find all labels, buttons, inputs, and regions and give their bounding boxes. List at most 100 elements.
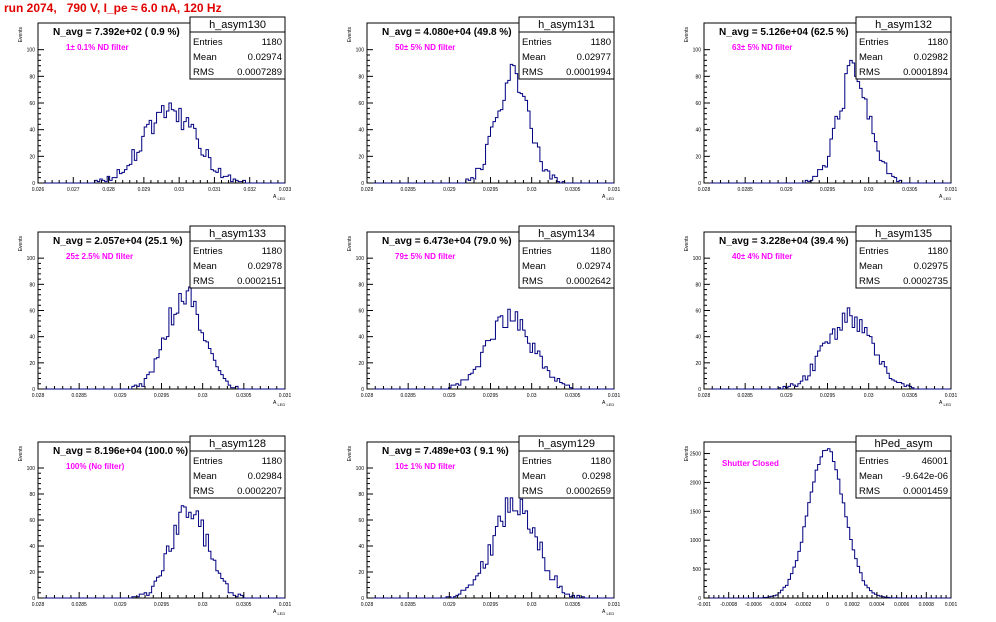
stats-box-frame (855, 16, 952, 80)
y-tick-label: 0 (32, 181, 35, 187)
x-tick-label: 0.028 (102, 187, 115, 193)
y-axis-title: Events (18, 446, 24, 462)
x-tick-label: 0.0305 (565, 602, 581, 608)
x-tick-label: 0.001 (945, 602, 958, 608)
filter-annotation: 63± 5% ND filter (732, 43, 792, 52)
x-tick-label: 0.0285 (738, 187, 754, 193)
x-tick-label: -0.001 (697, 602, 711, 608)
x-axis-title: A LED (273, 400, 285, 407)
filter-annotation: 25± 2.5% ND filter (66, 252, 133, 261)
x-tick-label: 0.0295 (483, 393, 499, 399)
histogram-line (38, 505, 285, 599)
y-tick-label: 100 (356, 48, 365, 54)
x-tick-label: 0.0295 (154, 602, 170, 608)
y-tick-label: 40 (358, 128, 364, 134)
x-tick-label: -0.0006 (745, 602, 762, 608)
stats-value: 1180 (591, 456, 611, 467)
x-axis-title-subscript: LED (276, 402, 285, 407)
x-tick-label: 0.0305 (565, 187, 581, 193)
y-tick-label: 20 (29, 154, 35, 160)
y-tick-label: 0 (361, 181, 364, 187)
y-tick-label: 20 (358, 361, 364, 367)
x-tick-label: 0.0295 (820, 393, 836, 399)
x-axis-title: A LED (939, 194, 951, 201)
stats-value: 1180 (928, 246, 948, 257)
histogram-line (704, 59, 951, 184)
x-axis-title-subscript: LED (605, 402, 614, 407)
x-tick-label: 0.029 (780, 393, 793, 399)
x-tick-label: 0.0305 (902, 187, 918, 193)
histogram-line (367, 63, 614, 184)
x-tick-label: 0.03 (527, 393, 537, 399)
x-axis-title-subscript: LED (276, 196, 285, 201)
stats-value: 0.02974 (577, 261, 611, 272)
y-tick-label: 80 (29, 492, 35, 498)
stats-value: 1180 (262, 246, 282, 257)
x-tick-label: 0.031 (279, 393, 292, 399)
stats-box: h_asym129 Entries 1180 Mean 0.0298 RMS 0.00026… (518, 435, 615, 499)
stats-key: RMS (193, 276, 214, 287)
x-tick-label: 0.029 (443, 187, 456, 193)
stats-box-frame (855, 225, 952, 289)
stats-key: Entries (193, 37, 223, 48)
y-tick-label: 60 (358, 101, 364, 107)
y-tick-label: 60 (695, 309, 701, 315)
x-tick-label: 0.031 (279, 602, 292, 608)
y-tick-label: 0 (698, 387, 701, 393)
x-tick-label: 0.0295 (154, 393, 170, 399)
stats-key: Entries (522, 246, 552, 257)
stats-key: Entries (859, 246, 889, 257)
stats-box-title: h_asym129 (538, 438, 595, 450)
stats-value: 0.02977 (577, 52, 611, 63)
x-tick-label: -0.0002 (794, 602, 811, 608)
n-avg-label: N_avg = 7.392e+02 ( 0.9 %) (53, 27, 180, 38)
y-tick-label: 60 (29, 518, 35, 524)
y-tick-label: 80 (695, 74, 701, 80)
x-tick-label: 0.028 (361, 602, 374, 608)
y-tick-label: 60 (29, 309, 35, 315)
stats-box: h_asym128 Entries 1180 Mean 0.02984 RMS 0.0002… (189, 435, 286, 499)
stats-box-title: h_asym131 (538, 19, 595, 31)
n-avg-label: N_avg = 6.473e+04 (79.0 %) (382, 236, 512, 247)
stats-box-frame (518, 225, 615, 289)
y-tick-label: 0 (361, 596, 364, 602)
histogram-line (38, 286, 285, 390)
x-tick-label: 0.0006 (894, 602, 910, 608)
histogram-line (704, 307, 951, 390)
y-tick-label: 0 (32, 596, 35, 602)
y-tick-label: 40 (358, 544, 364, 550)
stats-box-frame (189, 16, 286, 80)
stats-key: Mean (193, 471, 217, 482)
histogram-line (367, 497, 614, 599)
x-tick-label: 0.029 (780, 187, 793, 193)
stats-box-title: h_asym134 (538, 228, 595, 240)
stats-value: 1180 (262, 37, 282, 48)
x-axis-title-subscript: LED (942, 402, 951, 407)
stats-value: 0.0298 (582, 471, 611, 482)
y-tick-label: 0 (361, 387, 364, 393)
stats-box-title: h_asym133 (209, 228, 266, 240)
stats-key: Mean (859, 261, 883, 272)
filter-annotation: Shutter Closed (722, 459, 779, 468)
x-tick-label: 0.0285 (72, 393, 88, 399)
x-axis-title-subscript: LED (605, 196, 614, 201)
x-tick-label: 0.0004 (869, 602, 885, 608)
y-tick-label: 60 (358, 309, 364, 315)
stats-box-frame (518, 435, 615, 499)
stats-value: 0.0002642 (566, 276, 611, 287)
stats-key: Entries (522, 456, 552, 467)
y-tick-label: 100 (27, 466, 36, 472)
stats-value: 0.0001994 (566, 67, 611, 78)
x-axis-title: A LED (602, 194, 614, 201)
y-tick-label: 500 (693, 567, 702, 573)
stats-key: Mean (193, 52, 217, 63)
y-tick-label: 20 (29, 570, 35, 576)
x-tick-label: 0.028 (361, 393, 374, 399)
y-axis-title: Events (684, 446, 690, 462)
x-axis-title: A LED (602, 400, 614, 407)
y-tick-label: 2000 (690, 480, 701, 486)
stats-value: 0.0002151 (237, 276, 282, 287)
filter-annotation: 50± 5% ND filter (395, 43, 455, 52)
y-tick-label: 80 (358, 74, 364, 80)
